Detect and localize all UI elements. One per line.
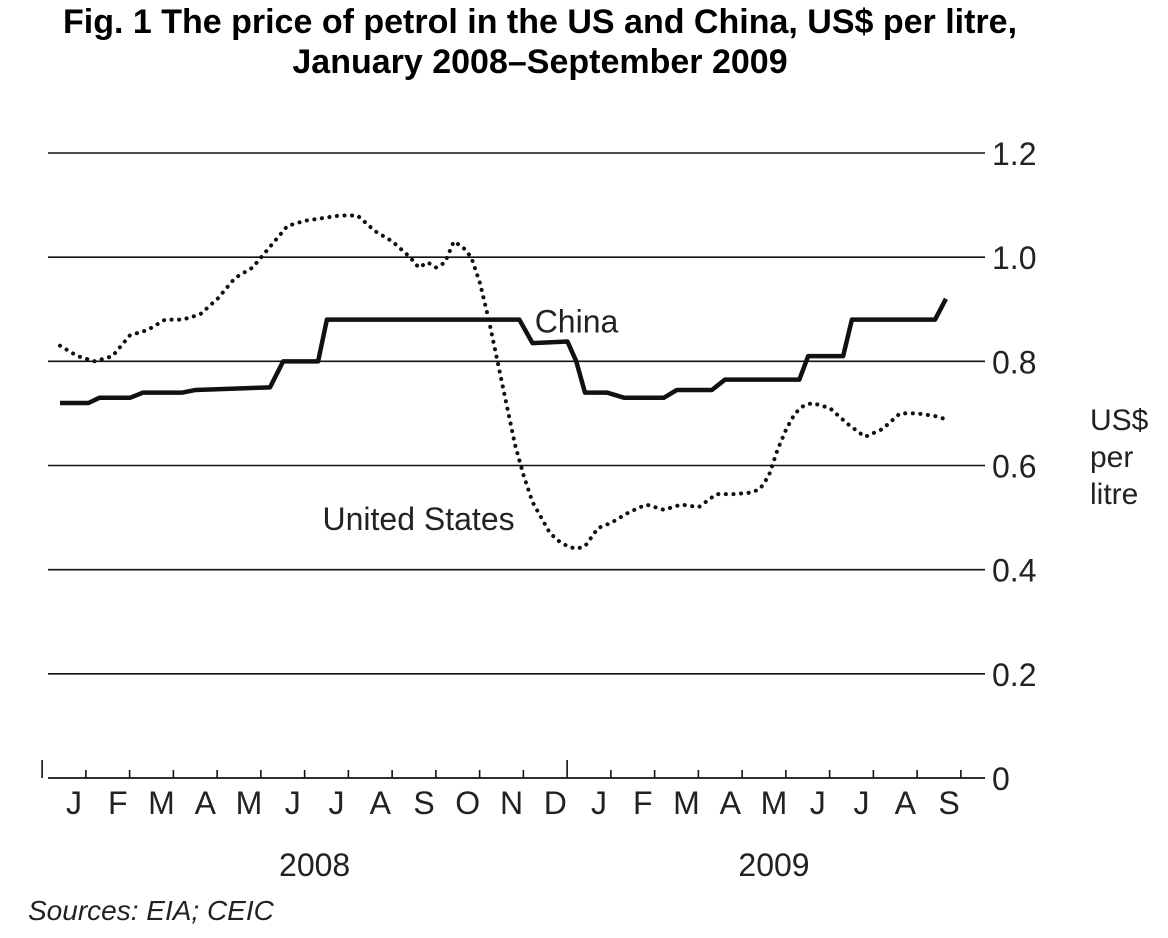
y-axis-unit-line-1: US$ [1090,404,1149,437]
x-month-label-17: J [810,785,826,821]
x-month-label-9: O [455,785,480,821]
x-month-label-8: S [413,785,434,821]
x-month-label-0: J [66,785,82,821]
y-tick-label-0.2: 0.2 [992,657,1036,693]
y-tick-label-0.4: 0.4 [992,553,1036,589]
x-month-label-12: J [591,785,607,821]
chart-title: Fig. 1 The price of petrol in the US and… [0,2,1080,82]
x-month-label-1: F [108,785,128,821]
x-month-label-15: A [720,785,742,821]
x-month-label-11: D [544,785,567,821]
x-month-label-7: A [370,785,392,821]
chart-title-line-1: Fig. 1 The price of petrol in the US and… [62,3,1018,41]
x-month-label-16: M [761,785,788,821]
y-axis-unit-line-3: litre [1090,478,1139,511]
x-month-label-18: J [854,785,870,821]
x-month-label-6: J [329,785,345,821]
x-month-label-3: A [195,785,217,821]
y-axis-unit-line-2: per [1090,441,1134,474]
x-month-label-4: M [236,785,263,821]
x-month-label-19: A [895,785,917,821]
series-label-united-states: United States [323,501,515,537]
x-month-label-5: J [285,785,301,821]
series-line-united-states [58,213,946,551]
y-tick-label-0.6: 0.6 [992,449,1036,485]
x-month-label-14: M [673,785,700,821]
x-month-label-13: F [633,785,653,821]
series-line-china [60,297,948,406]
x-month-label-20: S [938,785,959,821]
x-year-label-2008: 2008 [279,847,350,883]
x-month-label-10: N [500,785,523,821]
x-month-label-2: M [148,785,175,821]
y-tick-label-1.2: 1.2 [992,136,1036,172]
chart-title-line-2: January 2008–September 2009 [292,43,788,81]
x-year-label-2009: 2009 [738,847,809,883]
y-tick-label-1.0: 1.0 [992,240,1036,276]
y-tick-label-0.8: 0.8 [992,344,1036,380]
source-note: Sources: EIA; CEIC [28,895,274,926]
y-axis-unit-label: US$ per litre [1090,402,1148,513]
series-label-china: China [535,303,619,339]
y-tick-label-0: 0 [992,761,1010,797]
